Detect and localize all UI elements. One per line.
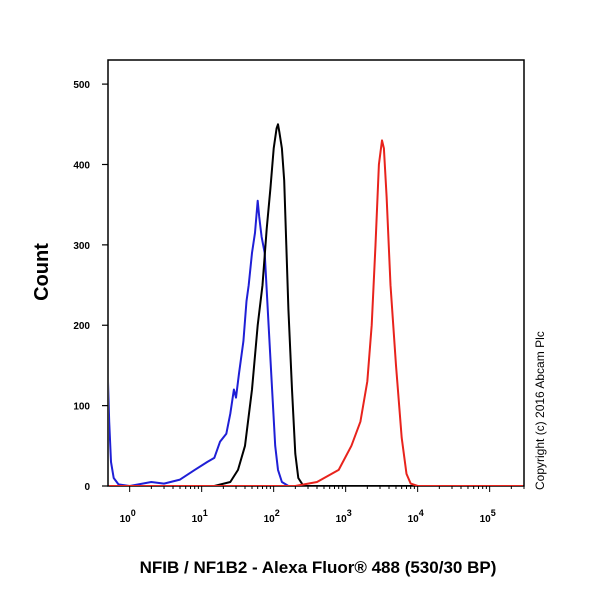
x-tick-label: 100 [120,508,136,525]
x-axis: 100 101 102 103 104 105 [120,486,525,525]
y-tick-label: 100 [73,402,90,413]
x-tick-label: 102 [264,508,280,525]
copyright-annotation: Copyright (c) 2016 Abcam Plc [533,331,547,490]
y-tick-label: 200 [73,321,90,332]
y-axis: 0 100 200 300 400 500 [73,80,108,493]
y-tick-label: 400 [73,160,90,171]
y-axis-title: Count [31,243,53,301]
x-axis-title: NFIB / NF1B2 - Alexa Fluor® 488 (530/30 … [140,558,497,577]
series-line-2 [109,123,523,486]
plot-area [107,59,525,487]
series-line-1 [109,199,523,486]
x-tick-label: 101 [192,508,208,525]
series-layer [109,123,523,486]
x-tick-label: 104 [408,508,424,525]
x-tick-label: 105 [480,508,496,525]
series-line-3 [109,139,523,486]
x-tick-label: 103 [336,508,352,525]
y-tick-label: 0 [84,482,90,493]
y-tick-label: 500 [73,80,90,91]
y-tick-label: 300 [73,241,90,252]
